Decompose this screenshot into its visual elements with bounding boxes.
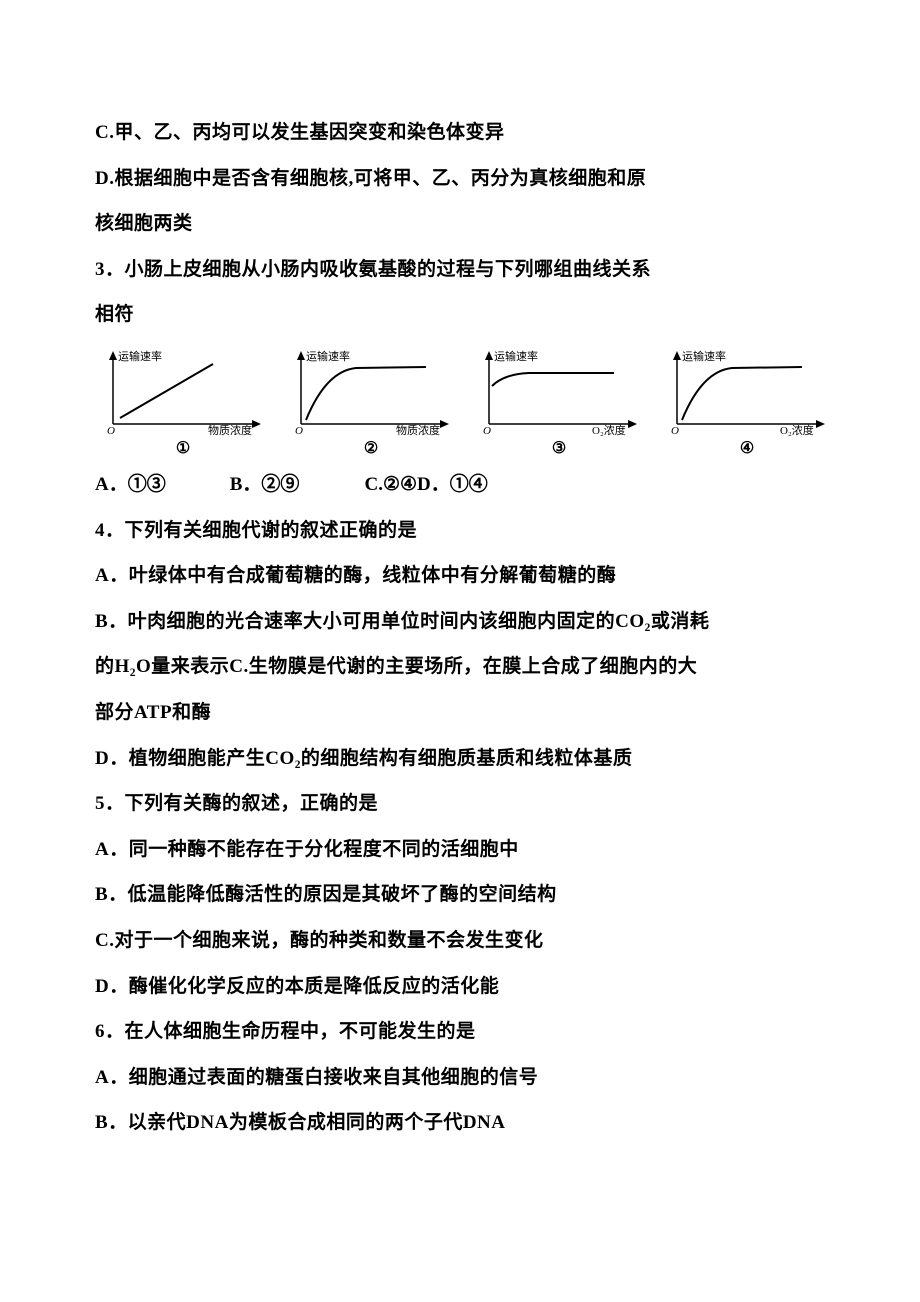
q6-option-b: B．以亲代DNA为模板合成相同的两个子代DNA [95,1100,835,1146]
chart-2-ylabel: 运输速率 [306,349,350,363]
q3-option-a: A．①③ [95,462,225,508]
q3-options: A．①③ B．②⑨ C.②④D．①④ [95,462,835,508]
chart-1-xlabel: 物质浓度 [208,423,252,436]
svg-text:O: O [295,425,303,436]
q4-option-a: A．叶绿体中有合成葡萄糖的酶，线粒体中有分解葡萄糖的酶 [95,553,835,599]
chart-4-svg: 运输速率 O O₂浓度 [662,346,832,436]
chart-3-svg: 运输速率 O O₂浓度 [474,346,644,436]
option-d-text-1: D.根据细胞中是否含有细胞核,可将甲、乙、丙分为真核细胞和原 [95,156,835,202]
q5-option-c: C.对于一个细胞来说，酶的种类和数量不会发生变化 [95,918,835,964]
q3-option-b: B．②⑨ [230,462,360,508]
chart-1-ylabel: 运输速率 [118,349,162,363]
q4-option-d: D．植物细胞能产生CO₂的细胞结构有细胞质基质和线粒体基质 [95,736,835,782]
q5-option-d: D．酶催化化学反应的本质是降低反应的活化能 [95,964,835,1010]
chart-2: 运输速率 O 物质浓度 ② [283,346,459,458]
chart-1-num: ① [176,438,190,458]
q5-stem: 5．下列有关酶的叙述，正确的是 [95,781,835,827]
q4-option-b-3: 部分ATP和酶 [95,690,835,736]
chart-4-num: ④ [740,438,754,458]
chart-4-ylabel: 运输速率 [682,349,726,363]
chart-4: 运输速率 O O₂浓度 ④ [659,346,835,458]
q4-option-b-2: 的H₂O量来表示C.生物膜是代谢的主要场所，在膜上合成了细胞内的大 [95,644,835,690]
q3-stem-2: 相符 [95,292,835,338]
svg-text:O: O [483,425,491,436]
q3-stem-1: 3．小肠上皮细胞从小肠内吸收氨基酸的过程与下列哪组曲线关系 [95,247,835,293]
q3-option-d: D．①④ [417,462,488,508]
q4-stem: 4．下列有关细胞代谢的叙述正确的是 [95,508,835,554]
charts-row: 运输速率 O 物质浓度 ① 运输速率 O 物质浓度 ② 运输速率 O O₂浓度 [95,346,835,458]
chart-1: 运输速率 O 物质浓度 ① [95,346,271,458]
q4-option-b-1: B．叶肉细胞的光合速率大小可用单位时间内该细胞内固定的CO₂或消耗 [95,599,835,645]
chart-1-svg: 运输速率 O 物质浓度 [98,346,268,436]
chart-2-xlabel: 物质浓度 [396,423,440,436]
chart-2-num: ② [364,438,378,458]
chart-2-svg: 运输速率 O 物质浓度 [286,346,456,436]
q5-option-a: A．同一种酶不能存在于分化程度不同的活细胞中 [95,827,835,873]
q3-option-c: C.②④ [365,462,418,508]
option-c-text: C.甲、乙、丙均可以发生基因突变和染色体变异 [95,110,835,156]
chart-3: 运输速率 O O₂浓度 ③ [471,346,647,458]
svg-text:O: O [671,425,679,436]
svg-text:O: O [107,425,115,436]
q6-stem: 6．在人体细胞生命历程中，不可能发生的是 [95,1009,835,1055]
chart-4-xlabel: O₂浓度 [780,423,814,436]
option-d-text-2: 核细胞两类 [95,201,835,247]
chart-3-num: ③ [552,438,566,458]
q6-option-a: A．细胞通过表面的糖蛋白接收来自其他细胞的信号 [95,1055,835,1101]
chart-3-ylabel: 运输速率 [494,349,538,363]
q5-option-b: B．低温能降低酶活性的原因是其破坏了酶的空间结构 [95,872,835,918]
chart-3-xlabel: O₂浓度 [592,423,626,436]
